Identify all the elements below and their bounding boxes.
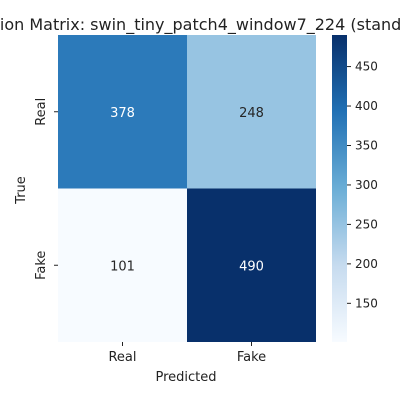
heatmap-cell-real-real xyxy=(58,35,187,189)
colorbar-tick-label: 150 xyxy=(355,296,378,310)
x-axis-label: Predicted xyxy=(155,370,216,385)
colorbar-tick-label: 400 xyxy=(355,99,378,113)
x-axis-ticks: Real Fake xyxy=(108,342,266,365)
colorbar-tick-label: 200 xyxy=(355,257,378,271)
heatmap-cells: 378 248 101 490 xyxy=(58,35,316,342)
chart-title: Confusion Matrix: swin_tiny_patch4_windo… xyxy=(0,15,400,35)
cell-value-label: 490 xyxy=(239,259,264,274)
heatmap-cell-real-fake xyxy=(187,35,316,189)
colorbar-tick-label: 350 xyxy=(355,138,378,152)
x-tick-label: Real xyxy=(108,350,136,365)
cell-value-label: 248 xyxy=(239,106,264,121)
heatmap-cell-fake-real xyxy=(58,188,187,342)
y-axis-label: True xyxy=(14,176,29,205)
heatmap-cell-fake-fake xyxy=(187,188,316,342)
colorbar-ticks: 150 200 250 300 350 400 450 xyxy=(347,60,378,310)
colorbar-tick-label: 300 xyxy=(355,178,378,192)
cell-value-label: 101 xyxy=(110,259,135,274)
y-axis-ticks: Real Fake xyxy=(34,98,58,280)
colorbar-tick-label: 250 xyxy=(355,217,378,231)
y-tick-label: Fake xyxy=(34,251,49,280)
colorbar: 150 200 250 300 350 400 450 xyxy=(332,35,378,342)
y-tick-label: Real xyxy=(34,98,49,126)
cell-value-label: 378 xyxy=(110,106,135,121)
colorbar-tick-label: 450 xyxy=(355,60,378,74)
colorbar-gradient xyxy=(332,35,347,342)
x-tick-label: Fake xyxy=(237,350,266,365)
